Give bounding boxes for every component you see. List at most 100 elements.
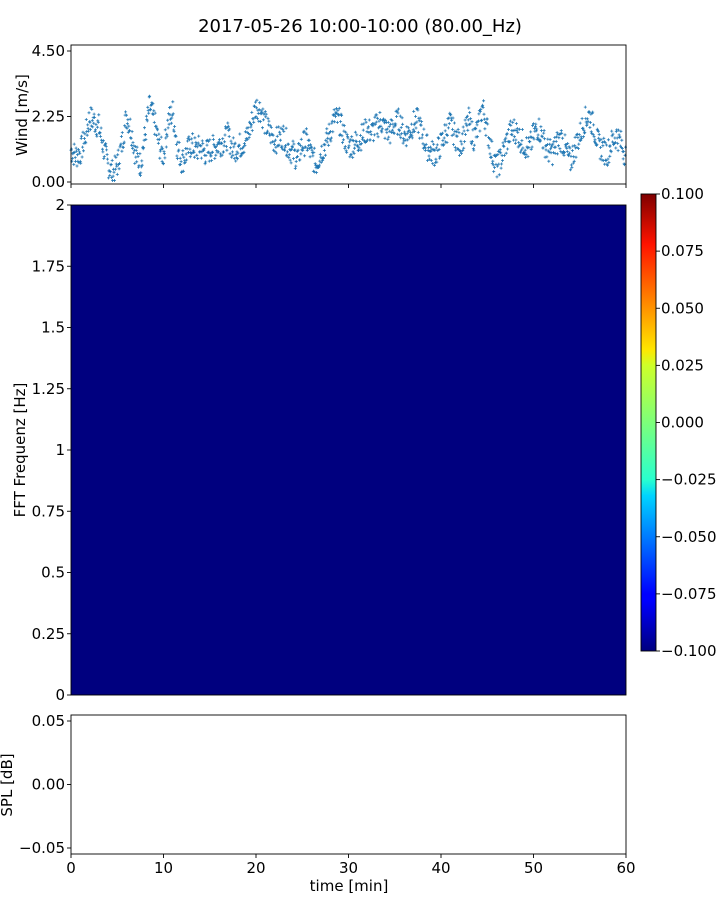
wind-point — [359, 142, 363, 146]
wind-point — [526, 155, 530, 159]
wind-point — [588, 121, 592, 124]
wind-point — [401, 122, 405, 126]
wind-point — [550, 145, 553, 149]
wind-point — [269, 141, 273, 145]
wind-point — [502, 153, 506, 157]
wind-point — [413, 121, 417, 125]
wind-point — [329, 139, 333, 143]
wind-point — [608, 154, 612, 158]
wind-point — [497, 173, 501, 177]
wind-point — [497, 162, 501, 166]
wind-point — [606, 163, 609, 167]
wind-point — [580, 117, 584, 121]
wind-point — [97, 113, 101, 117]
wind-point — [369, 130, 373, 134]
wind-point — [310, 145, 313, 149]
wind-point — [514, 138, 518, 142]
wind-point — [331, 130, 335, 134]
wind-point — [257, 108, 261, 112]
colorbar-tick-label: 0.075 — [661, 242, 704, 260]
spectrogram-heatmap — [71, 205, 626, 695]
wind-point — [284, 144, 288, 147]
wind-point — [152, 109, 156, 113]
wind-point — [513, 135, 516, 139]
wind-point — [577, 142, 581, 146]
wind-point — [609, 150, 613, 154]
spl-xtick-label: 20 — [246, 859, 265, 877]
wind-point — [207, 150, 211, 154]
spectrogram-ytick-label: 0 — [55, 686, 65, 704]
wind-point — [503, 138, 507, 142]
wind-point — [224, 145, 228, 148]
wind-point — [359, 148, 363, 152]
wind-point — [415, 120, 419, 124]
wind-point — [75, 164, 79, 168]
wind-point — [160, 145, 164, 149]
wind-point — [573, 135, 577, 139]
wind-point — [100, 141, 104, 144]
wind-point — [526, 136, 530, 140]
wind-point — [236, 157, 239, 161]
wind-point — [483, 127, 487, 131]
wind-point — [618, 135, 622, 139]
wind-point — [156, 128, 159, 132]
wind-point — [323, 143, 327, 147]
wind-point — [169, 121, 173, 125]
wind-point — [498, 148, 502, 152]
wind-point — [390, 130, 393, 134]
spectrogram-ytick-label: 2 — [55, 196, 65, 214]
wind-point — [375, 132, 379, 136]
wind-point — [305, 132, 309, 136]
wind-point — [189, 152, 193, 156]
wind-point — [162, 162, 165, 166]
wind-point — [279, 126, 283, 130]
wind-point — [450, 134, 454, 137]
wind-point — [344, 149, 348, 153]
spectrogram-ylabel: FFT Frequenz [Hz] — [11, 383, 29, 518]
wind-point — [467, 106, 471, 110]
wind-point — [156, 141, 160, 145]
wind-point — [177, 148, 181, 152]
wind-point — [253, 105, 257, 108]
wind-point — [453, 129, 457, 133]
wind-point — [595, 143, 599, 147]
wind-point — [374, 120, 378, 124]
wind-point — [115, 164, 119, 168]
wind-point — [122, 140, 126, 144]
wind-point — [592, 135, 596, 139]
wind-point — [293, 167, 297, 170]
wind-point — [234, 159, 238, 163]
wind-point — [237, 143, 241, 147]
wind-point — [232, 156, 236, 160]
wind-point — [248, 133, 252, 137]
wind-point — [255, 98, 259, 102]
wind-point — [465, 114, 469, 118]
wind-point — [536, 136, 540, 140]
wind-point — [90, 119, 94, 122]
wind-point — [586, 120, 590, 123]
wind-point — [441, 139, 445, 143]
wind-point — [419, 123, 423, 127]
wind-point — [500, 162, 504, 166]
wind-point — [399, 126, 403, 129]
wind-point — [226, 121, 230, 125]
wind-point — [567, 154, 571, 158]
spectrogram-ytick-label: 1.25 — [32, 380, 65, 398]
wind-point — [427, 146, 430, 150]
wind-point — [125, 122, 129, 126]
wind-point — [405, 132, 409, 136]
wind-point — [337, 113, 341, 117]
wind-point — [76, 153, 79, 157]
wind-point — [409, 122, 413, 126]
wind-point — [396, 111, 400, 115]
wind-point — [384, 118, 387, 122]
wind-point — [305, 148, 309, 152]
wind-point — [508, 119, 512, 123]
wind-point — [433, 148, 437, 152]
wind-point — [133, 145, 137, 148]
wind-point — [331, 113, 335, 117]
wind-point — [188, 147, 192, 151]
wind-point — [397, 129, 401, 133]
colorbar-tick-label: −0.100 — [661, 642, 717, 660]
wind-point — [585, 122, 589, 126]
